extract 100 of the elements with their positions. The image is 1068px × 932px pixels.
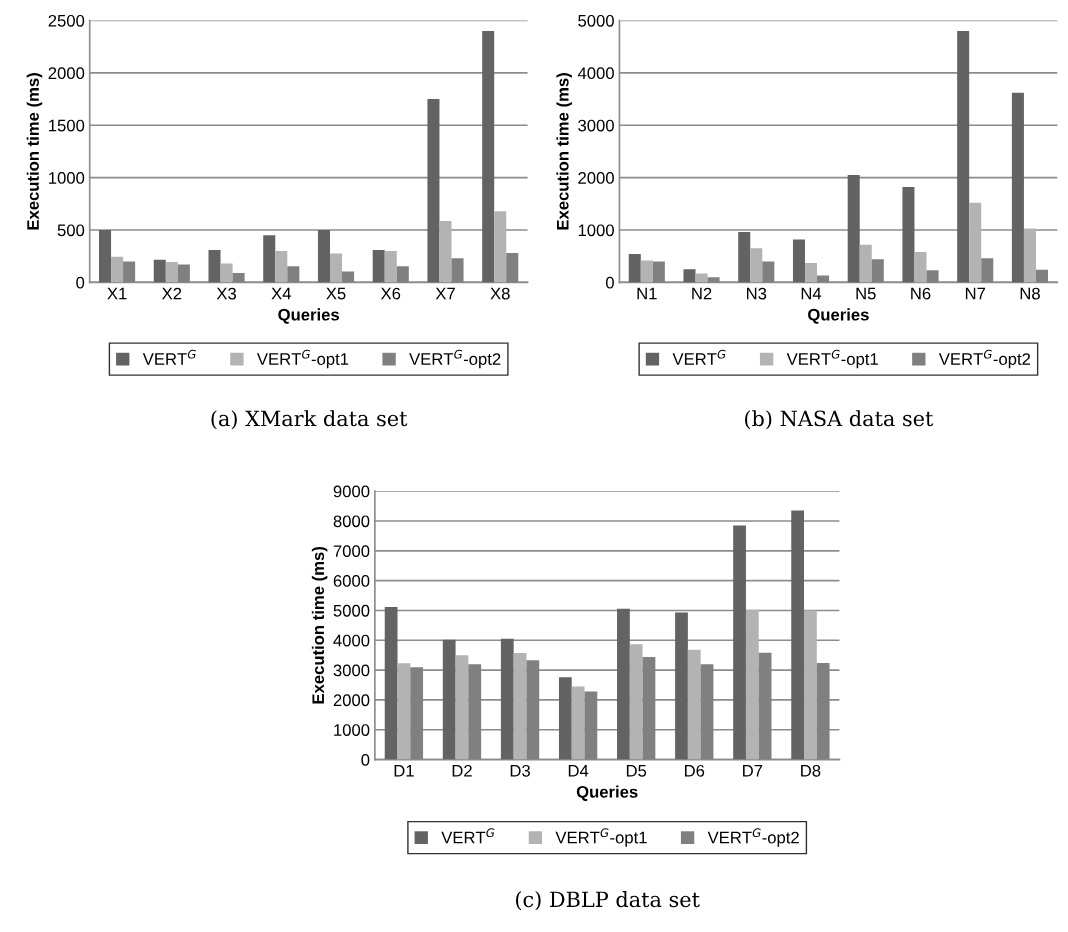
y-tick-label: 0 [605,276,614,289]
bar [859,244,872,283]
y-tick-label: 500 [57,224,85,237]
y-axis-title: Execution time (ms) [311,547,328,704]
y-tick-label: 4000 [333,634,370,647]
bar [372,249,385,283]
x-tick-label: D7 [743,765,763,777]
bar [1023,228,1036,283]
legend-label: VERT$^{G}$ [142,349,196,365]
legend-label: VERT$^{G}$-opt2 [938,349,1031,369]
legend-label: VERT$^{G}$-opt1 [786,349,878,369]
bar [617,608,630,760]
bar [384,250,397,283]
bar [792,239,805,283]
x-tick-label: N6 [911,287,931,300]
x-tick-label: X7 [435,287,455,300]
y-tick-label: 1000 [49,172,85,184]
bar [1011,92,1024,283]
x-tick-label: D5 [626,765,647,777]
x-tick-label: N2 [692,287,712,300]
legend-label: VERT$^{G}$-opt1 [256,349,349,369]
x-tick-label: X8 [490,287,510,300]
bar [629,644,643,760]
x-axis-title: Queries [576,785,638,801]
bar [494,211,507,283]
bar [791,510,805,760]
x-tick-label: D8 [801,764,821,777]
x-axis-title: Queries [278,308,339,324]
bar [628,254,641,283]
bar [455,655,469,760]
x-tick-label: X1 [107,287,127,300]
x-tick-label: X2 [162,287,182,300]
bar [745,609,759,760]
text: (b) NASA data set [745,410,934,430]
y-tick-label: 2000 [333,694,370,707]
x-tick-label: X6 [380,287,401,300]
bar [111,256,124,283]
y-tick-label: 3000 [578,119,614,132]
bar [153,259,166,283]
bar [384,606,398,760]
y-tick-label: 8000 [333,515,370,528]
text: (a) XMark data set [211,410,408,430]
x-tick-label: N7 [965,287,986,300]
bar [969,202,982,283]
x-tick-label: X4 [271,287,291,300]
x-axis-title: Queries [808,308,869,324]
x-tick-label: D1 [394,765,414,777]
bar [220,263,233,283]
bar [317,230,330,283]
bar [675,612,688,760]
bar [804,610,817,760]
bar [687,649,701,760]
y-tick-label: 5000 [333,604,370,617]
bar [571,686,585,760]
x-tick-label: N3 [746,287,767,300]
bar [500,638,514,760]
y-tick-label: 6000 [333,575,370,587]
y-axis-title: Execution time (ms) [26,73,43,230]
x-tick-label: D6 [684,764,705,777]
y-tick-label: 9000 [333,485,370,498]
legend-label: VERT$^{G}$-opt1 [555,828,647,847]
y-tick-label: 7000 [333,545,370,558]
bar [427,99,440,283]
bar [957,30,970,283]
bar [733,525,746,760]
x-tick-label: N4 [801,287,822,300]
x-tick-label: D4 [568,765,589,777]
y-tick-label: 1500 [49,119,85,132]
bar [847,175,860,283]
bar [695,273,708,283]
x-tick-label: N5 [856,287,876,300]
bar [275,250,288,283]
y-tick-label: 2500 [48,14,85,27]
bar [482,30,495,283]
bar [804,263,818,283]
x-tick-label: X3 [216,287,237,300]
bar [208,249,221,283]
bar [397,663,411,760]
bar [263,235,276,283]
bar [330,253,343,283]
y-tick-label: 5000 [578,14,614,27]
legend-label: VERT$^{G}$-opt2 [409,349,501,369]
bar [914,252,927,283]
bar [750,248,763,283]
y-tick-label: 3000 [333,664,370,677]
x-tick-label: N1 [637,287,657,300]
bar [558,677,572,760]
bar [738,232,751,283]
bar [99,230,112,283]
bar [640,260,653,283]
bar [439,221,452,283]
x-tick-label: X5 [326,287,346,300]
y-tick-label: 2000 [578,172,614,184]
y-tick-label: 1000 [578,224,614,237]
bar [683,269,696,283]
y-axis-title: Execution time (ms) [556,73,572,230]
y-tick-label: 1000 [334,724,370,736]
y-tick-label: 0 [361,753,370,766]
legend-label: VERT$^{G}$ [672,349,726,365]
y-tick-label: 0 [76,276,85,289]
